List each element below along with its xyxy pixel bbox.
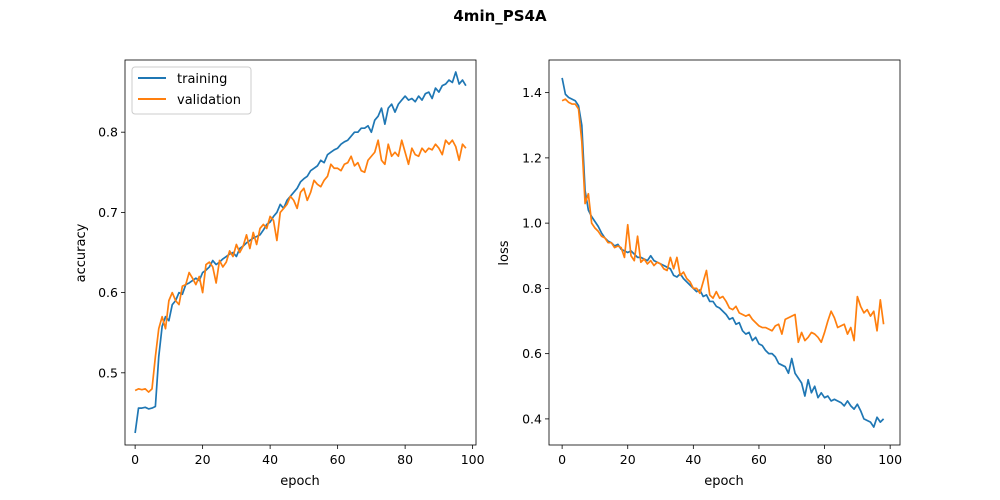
legend-label-validation: validation bbox=[177, 93, 241, 108]
loss-y-tick-label: 0.6 bbox=[522, 346, 542, 361]
loss-y-tick-label: 0.4 bbox=[522, 411, 542, 426]
loss-series-layer bbox=[561, 77, 885, 428]
accuracy-x-tick-label: 80 bbox=[397, 452, 413, 467]
legend: training validation bbox=[131, 66, 252, 115]
loss-x-tick-label: 20 bbox=[620, 452, 636, 467]
loss-ticks-layer: 0 20 40 60 80 100 0.4 0.6 0.8 1.0 1.2 1.4 bbox=[522, 85, 902, 467]
loss-y-axis-label: loss bbox=[497, 240, 512, 265]
accuracy-x-tick-label: 60 bbox=[330, 452, 346, 467]
accuracy-validation-line bbox=[134, 139, 467, 393]
accuracy-x-tick-label: 20 bbox=[195, 452, 211, 467]
loss-y-tick-label: 1.2 bbox=[522, 150, 542, 165]
loss-chart: 0 20 40 60 80 100 0.4 0.6 0.8 1.0 1.2 1.4 epoch los… bbox=[497, 59, 902, 489]
accuracy-x-tick-label: 100 bbox=[461, 452, 485, 467]
loss-x-tick-label: 0 bbox=[558, 452, 566, 467]
accuracy-y-tick-label: 0.5 bbox=[98, 365, 118, 380]
loss-y-tick-label: 1.0 bbox=[522, 216, 542, 231]
accuracy-y-tick-label: 0.7 bbox=[98, 205, 118, 220]
loss-x-tick-label: 100 bbox=[878, 452, 902, 467]
accuracy-y-axis-label: accuracy bbox=[74, 223, 89, 282]
accuracy-y-tick-label: 0.6 bbox=[98, 285, 118, 300]
accuracy-training-line bbox=[134, 71, 467, 434]
loss-x-axis-label: epoch bbox=[704, 474, 744, 489]
accuracy-x-tick-label: 40 bbox=[262, 452, 278, 467]
figure-title: 4min_PS4A bbox=[453, 7, 547, 25]
accuracy-axes-frame bbox=[124, 59, 477, 446]
accuracy-x-tick-label: 0 bbox=[131, 452, 139, 467]
accuracy-ticks-layer: 0 20 40 60 80 100 0.5 0.6 0.7 0.8 bbox=[98, 125, 484, 467]
loss-x-tick-label: 40 bbox=[685, 452, 701, 467]
accuracy-series-layer bbox=[134, 71, 467, 434]
loss-x-tick-label: 80 bbox=[817, 452, 833, 467]
loss-y-tick-label: 0.8 bbox=[522, 281, 542, 296]
legend-label-training: training bbox=[177, 72, 227, 87]
accuracy-y-tick-label: 0.8 bbox=[98, 125, 118, 140]
loss-validation-line bbox=[561, 98, 885, 344]
accuracy-x-axis-label: epoch bbox=[280, 474, 320, 489]
loss-x-tick-label: 60 bbox=[751, 452, 767, 467]
loss-y-tick-label: 1.4 bbox=[522, 85, 542, 100]
loss-training-line bbox=[561, 77, 885, 428]
loss-axes-frame bbox=[548, 59, 901, 446]
